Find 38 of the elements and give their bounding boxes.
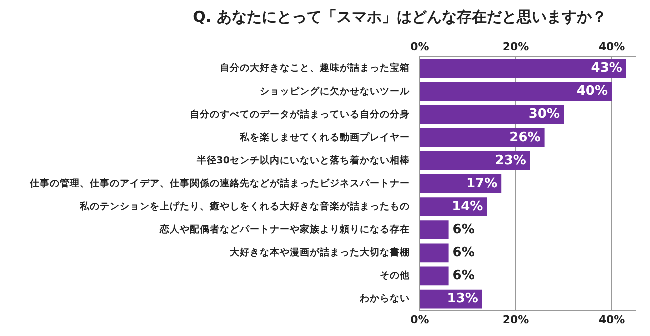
- y-tick-label: 私を楽しませてくれる動画プレイヤー: [239, 131, 410, 144]
- y-tick-label: 私のテンションを上げたり、癒やしをくれる大好きな音楽が詰まったもの: [79, 200, 410, 213]
- bar: [420, 105, 564, 124]
- data-label: 17%: [466, 176, 498, 192]
- x-tick-label: 40%: [598, 313, 626, 326]
- y-tick-label: その他: [380, 270, 411, 282]
- data-label: 43%: [591, 61, 622, 76]
- bar: [420, 82, 612, 102]
- y-tick-label: 半径30センチ以内にいないと落ち着かない相棒: [196, 154, 411, 166]
- bar: [420, 59, 626, 78]
- y-tick-label: 恋人や配偶者などパートナーや家族より頼りになる存在: [159, 224, 410, 236]
- data-label: 13%: [447, 292, 478, 307]
- bar: [420, 244, 449, 263]
- bar: [420, 266, 449, 286]
- y-tick-label: ショッピングに欠かせないツール: [260, 85, 411, 98]
- chart-title: Q. あなたにとって「スマホ」はどんな存在だと思いますか？: [192, 8, 608, 27]
- x-tick-label: 20%: [502, 313, 530, 326]
- data-label: 6%: [452, 246, 475, 261]
- x-tick-label: 0%: [410, 313, 430, 326]
- data-label: 30%: [528, 107, 560, 122]
- y-tick-label: 大好きな本や漫画が詰まった大切な書棚: [229, 246, 410, 259]
- bar: [420, 151, 530, 170]
- data-label: 26%: [510, 130, 541, 146]
- data-label: 6%: [452, 268, 475, 284]
- y-tick-label: 自分のすべてのデータが詰まっている自分の分身: [190, 108, 410, 120]
- bar: [420, 128, 545, 148]
- x2-tick-label: 20%: [502, 40, 530, 54]
- data-label: 14%: [452, 199, 484, 214]
- bar: [420, 220, 449, 240]
- x2-tick-label: 0%: [410, 40, 430, 54]
- x2-tick-label: 40%: [598, 40, 626, 54]
- y-tick-label: 仕事の管理、仕事のアイデア、仕事関係の連絡先などが詰まったビジネスパートナー: [29, 177, 410, 190]
- data-label: 23%: [495, 153, 526, 168]
- data-label: 6%: [452, 222, 475, 238]
- y-tick-label: 自分の大好きなこと、趣味が詰まった宝箱: [220, 62, 410, 74]
- y-tick-label: わからない: [359, 294, 410, 305]
- bar: [420, 174, 502, 194]
- data-label: 40%: [576, 84, 608, 100]
